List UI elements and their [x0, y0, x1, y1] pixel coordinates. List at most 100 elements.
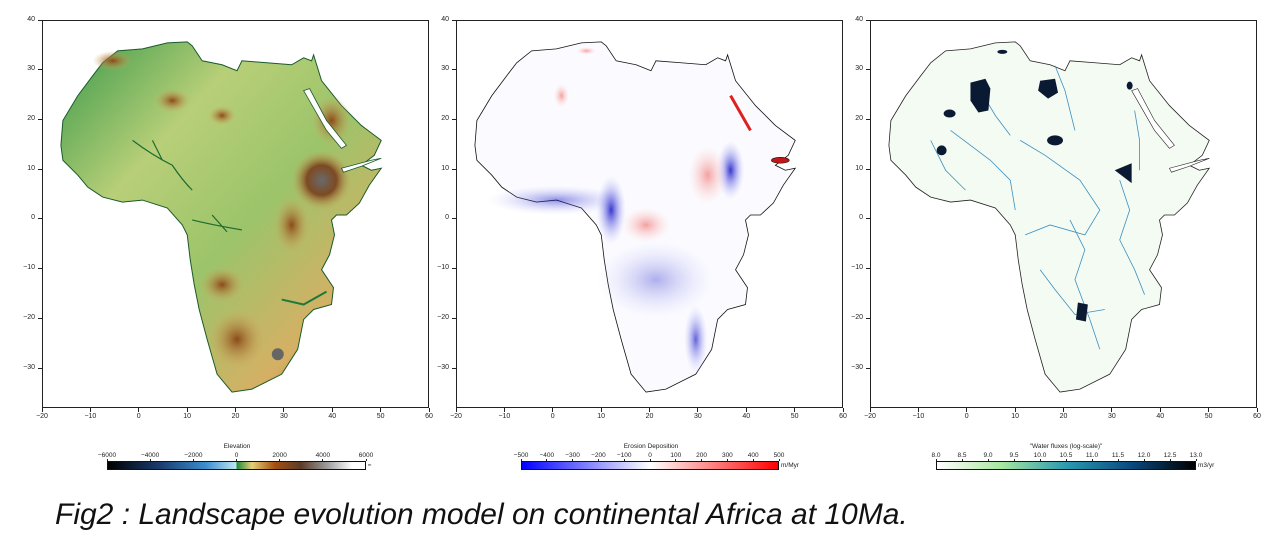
y-tick-mark — [866, 268, 870, 270]
x-tick-mark — [235, 408, 236, 412]
x-tick-mark — [455, 408, 457, 412]
x-tick-mark — [380, 408, 382, 412]
colorbar-tick-label: 10.5 — [1059, 452, 1073, 459]
x-tick-label: −20 — [450, 413, 462, 420]
x-tick-label: 20 — [645, 413, 654, 420]
x-tick-label: −10 — [84, 413, 97, 420]
colorbar-tick-label: 8.0 — [931, 452, 941, 459]
lake-shape — [936, 145, 947, 156]
y-tick-mark — [38, 218, 42, 220]
central-erosion — [596, 239, 716, 320]
x-tick-label: −10 — [498, 413, 511, 420]
y-tick-mark — [38, 268, 42, 270]
x-tick-mark — [1159, 408, 1161, 412]
x-tick-label: 0 — [136, 413, 141, 420]
colorbar-tick-mark — [1143, 459, 1145, 461]
lake-shape — [1114, 163, 1132, 184]
elevation-map — [60, 41, 382, 393]
erosion-deposition-map — [474, 41, 796, 393]
x-tick-mark — [331, 408, 333, 412]
x-tick-label: 0 — [964, 413, 969, 420]
x-tick-mark — [1208, 408, 1210, 412]
tibesti-mountains — [208, 105, 236, 126]
x-tick-label: 0 — [550, 413, 555, 420]
colorbar-tick-label: 4000 — [315, 452, 331, 459]
y-tick-label: 0 — [859, 214, 863, 222]
y-tick-label: −20 — [437, 313, 449, 321]
lake-shape — [1126, 81, 1133, 90]
colorbar-tick-label: 0 — [234, 452, 239, 459]
x-tick-mark — [869, 408, 871, 412]
water-flux-map-panel — [870, 20, 1257, 408]
lakes — [936, 49, 1133, 322]
colorbar-gradient — [936, 461, 1196, 470]
y-tick-label: 30 — [27, 65, 35, 73]
colorbar-tick-label: −500 — [513, 452, 529, 459]
colorbar-tick-mark — [192, 459, 194, 461]
y-tick-label: 20 — [855, 114, 863, 122]
x-tick-mark — [697, 408, 699, 412]
colorbar-tick-label: −400 — [539, 452, 555, 459]
congo-deposition — [621, 207, 671, 243]
southern-plateau — [209, 309, 265, 370]
atlas-mountains — [92, 50, 133, 71]
x-tick-label: 20 — [1059, 413, 1068, 420]
colorbar-tick-label: 6000 — [358, 452, 374, 459]
x-tick-label: 50 — [1204, 413, 1213, 420]
y-tick-label: 20 — [441, 114, 449, 122]
east-coast-lowland — [281, 290, 328, 306]
y-tick-label: −10 — [851, 264, 863, 272]
x-tick-label: −20 — [36, 413, 48, 420]
x-tick-mark — [794, 408, 796, 412]
y-tick-label: 10 — [27, 164, 35, 172]
x-tick-mark — [552, 408, 554, 412]
x-tick-mark — [1256, 408, 1258, 412]
colorbar-tick-label: 100 — [670, 452, 682, 459]
y-tick-mark — [866, 367, 870, 369]
colorbar-tick-label: 300 — [721, 452, 733, 459]
colorbar-tick-mark — [597, 459, 599, 461]
colorbar-tick-mark — [675, 459, 677, 461]
water-flux-colorbar: "Water fluxes (log-scale)" 8.0 8.5 9.0 9.5 1… — [931, 443, 1214, 473]
x-tick-mark — [186, 408, 188, 412]
y-tick-mark — [866, 317, 870, 319]
x-tick-mark — [1063, 408, 1064, 412]
colorbar-tick-mark — [322, 459, 324, 461]
colorbar-tick-mark — [935, 459, 937, 461]
river-channels — [132, 139, 243, 233]
y-tick-mark — [38, 19, 42, 21]
y-tick-mark — [452, 268, 456, 270]
y-tick-mark — [452, 69, 456, 71]
y-tick-label: 40 — [855, 15, 863, 23]
red-sea-deposition — [729, 94, 752, 132]
y-tick-label: −10 — [23, 264, 35, 272]
colorbar-title: "Water fluxes (log-scale)" — [1029, 443, 1103, 450]
arabia-highlands — [311, 95, 352, 146]
colorbar-tick-mark — [961, 459, 963, 461]
colorbar-tick-mark — [1065, 459, 1067, 461]
y-tick-mark — [866, 19, 870, 21]
colorbar-unit: m — [368, 462, 372, 467]
north-deposition — [576, 46, 597, 55]
water-flux-map — [888, 41, 1210, 393]
x-tick-mark — [966, 408, 968, 412]
colorbar-tick-mark — [701, 459, 703, 461]
y-tick-label: 0 — [31, 214, 35, 222]
x-tick-mark — [138, 408, 140, 412]
lake-shape — [970, 78, 991, 113]
x-tick-label: 40 — [742, 413, 751, 420]
y-tick-mark — [38, 118, 42, 120]
west-africa-erosion — [486, 185, 627, 215]
x-tick-label: 60 — [425, 413, 433, 420]
x-tick-mark — [503, 408, 505, 412]
colorbar-gradient — [521, 461, 779, 470]
x-tick-mark — [89, 408, 91, 412]
colorbar-tick-mark — [623, 459, 625, 461]
erosion-map-panel — [456, 20, 843, 408]
x-tick-label: −20 — [864, 413, 876, 420]
y-tick-mark — [38, 367, 42, 369]
colorbar-tick-mark — [752, 459, 754, 461]
y-tick-label: −30 — [437, 363, 449, 371]
x-tick-label: 40 — [328, 413, 337, 420]
east-african-rift — [273, 197, 310, 253]
